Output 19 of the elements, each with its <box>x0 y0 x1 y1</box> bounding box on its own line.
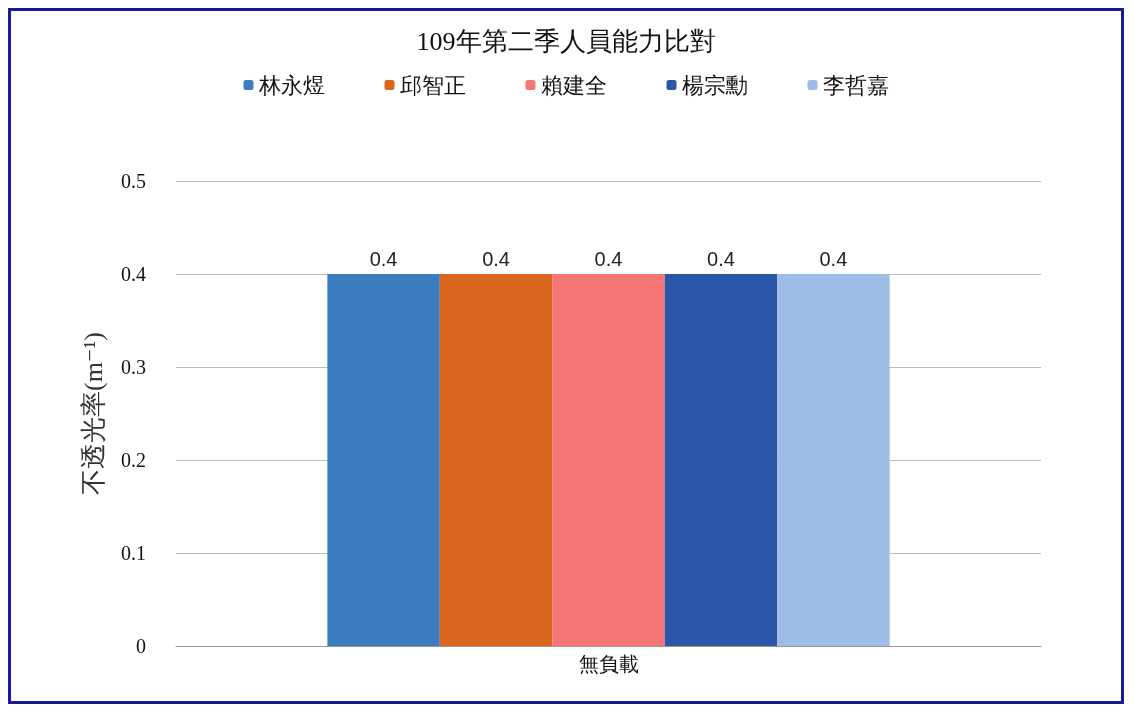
y-tick-label: 0.1 <box>121 542 146 564</box>
y-tick-label: 0.3 <box>121 356 146 378</box>
legend-label: 賴建全 <box>540 72 607 98</box>
x-tick-label: 無負載 <box>578 653 639 675</box>
data-label: 0.4 <box>707 248 735 270</box>
y-tick-label: 0.5 <box>121 170 146 192</box>
chart-title: 109年第二季人員能力比對 <box>416 26 716 56</box>
y-tick-label: 0.4 <box>121 263 146 285</box>
legend-label: 林永煜 <box>257 72 325 98</box>
y-tick-label: 0.2 <box>121 449 146 471</box>
legend-label: 李哲嘉 <box>822 72 889 98</box>
data-label: 0.4 <box>482 248 510 270</box>
y-axis-title: 不透光率(m⁻¹) <box>78 331 108 496</box>
legend-label: 邱智正 <box>399 72 466 98</box>
data-label: 0.4 <box>369 248 398 270</box>
y-tick-label: 0 <box>136 635 146 657</box>
data-label: 0.4 <box>819 248 848 270</box>
data-label: 0.4 <box>594 248 623 270</box>
legend-label: 楊宗勳 <box>681 72 748 98</box>
